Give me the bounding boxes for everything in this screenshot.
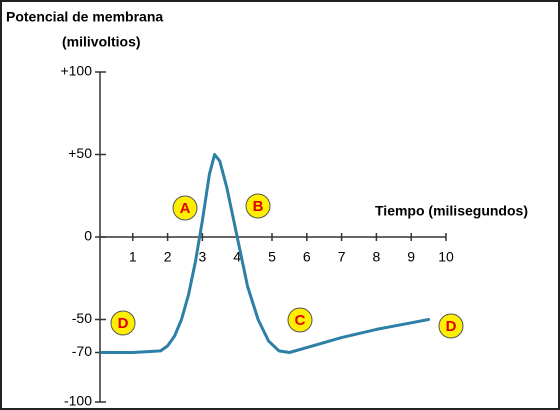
- annotation: D: [446, 318, 457, 335]
- annotation: D: [118, 315, 129, 332]
- annotation-badge: [287, 307, 313, 333]
- x-tick-label: 10: [438, 249, 454, 265]
- y-tick-label: -70: [72, 343, 92, 359]
- annotation: B: [253, 198, 264, 215]
- line: [100, 153, 431, 354]
- x-axis-label: Tiempo (milisegundos): [375, 203, 528, 219]
- x-tick-label: 2: [164, 249, 172, 265]
- annotation-badge: [110, 310, 136, 336]
- y-tick-label: 0: [84, 228, 92, 244]
- annotation-badge: [172, 195, 198, 221]
- x-tick-label: 3: [199, 249, 207, 265]
- chart-subtitle: (milivoltios): [62, 34, 141, 50]
- annotation-badge: [438, 313, 464, 339]
- x-tick-label: 5: [268, 249, 276, 265]
- x-tick-label: 1: [129, 249, 137, 265]
- x-tick-label: 6: [303, 249, 311, 265]
- y-tick-label: -50: [72, 310, 92, 326]
- chart-title: Potencial de membrana: [6, 9, 163, 25]
- x-tick-label: 9: [407, 249, 415, 265]
- x-tick-label: 7: [338, 249, 346, 265]
- annotation-badge: [245, 193, 271, 219]
- y-tick-label: +50: [68, 145, 92, 161]
- annotation: A: [180, 200, 191, 217]
- y-tick-label: -100: [64, 393, 92, 409]
- x-tick-label: 4: [233, 249, 241, 265]
- y-tick-label: +100: [60, 63, 92, 79]
- x-tick-label: 8: [373, 249, 381, 265]
- annotation: C: [295, 312, 306, 329]
